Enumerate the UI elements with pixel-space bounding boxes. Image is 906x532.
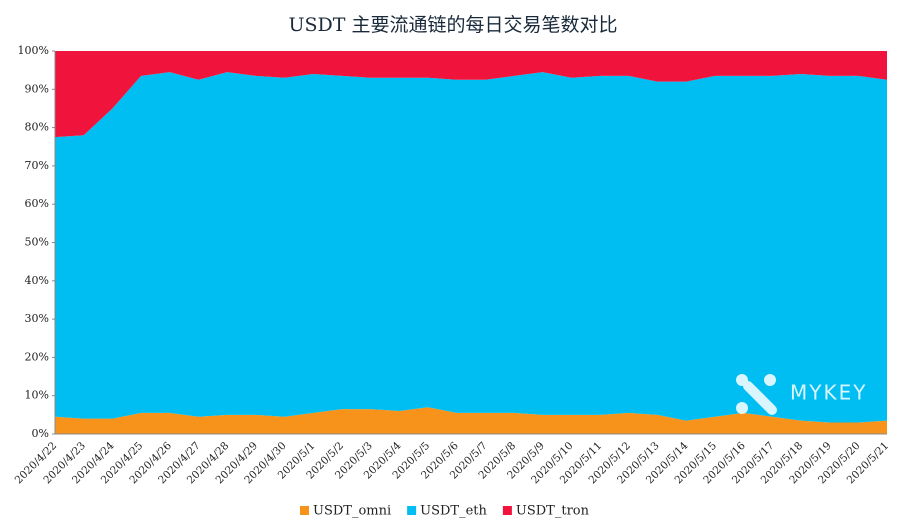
legend-swatch [300, 506, 309, 515]
legend-label: USDT_eth [420, 504, 487, 519]
watermark-stroke [743, 381, 777, 415]
legend-swatch [407, 506, 417, 515]
y-tick-label: 20% [25, 350, 49, 363]
y-tick-label: 50% [25, 236, 49, 249]
y-tick-label: 60% [25, 197, 49, 210]
y-tick-label: 90% [25, 82, 49, 95]
chart-title: USDT 主要流通链的每日交易笔数对比 [289, 14, 618, 36]
area [55, 407, 887, 434]
legend-label: USDT_tron [516, 504, 590, 519]
legend-swatch [502, 506, 512, 515]
y-tick-label: 30% [25, 312, 49, 325]
area [55, 72, 887, 423]
y-tick-label: 100% [18, 44, 49, 57]
watermark: MYKEY [736, 374, 867, 415]
watermark-text: MYKEY [790, 381, 867, 405]
y-tick-label: 10% [25, 389, 49, 402]
watermark-dot [764, 374, 776, 386]
y-tick-label: 40% [25, 274, 49, 287]
y-tick-label: 0% [32, 427, 49, 440]
watermark-dot [736, 402, 748, 414]
legend-label: USDT_omni [313, 504, 391, 519]
y-tick-label: 80% [25, 121, 49, 134]
area [55, 51, 887, 138]
y-tick-label: 70% [25, 159, 49, 172]
